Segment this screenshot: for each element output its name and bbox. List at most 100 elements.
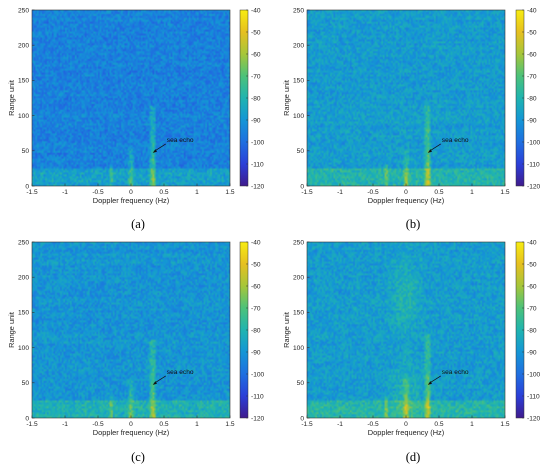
colorbar-tick-label: -120 bbox=[251, 415, 265, 422]
colorbar-tick-label: -80 bbox=[527, 95, 537, 102]
annotation-arrow-line bbox=[154, 375, 166, 384]
colorbar-tick-label: -80 bbox=[527, 327, 537, 334]
colorbar-tick-label: -40 bbox=[251, 7, 261, 14]
x-tick-label: 0.5 bbox=[159, 189, 168, 196]
annotation-arrow-line bbox=[429, 143, 441, 152]
colorbar-tick-label: -70 bbox=[527, 73, 537, 80]
y-axis-label: Range unit bbox=[282, 80, 291, 116]
annotation-arrow-line bbox=[154, 143, 166, 152]
x-tick-label: 0 bbox=[404, 189, 408, 196]
x-tick-label: -0.5 bbox=[92, 189, 104, 196]
annotation-text: sea echo bbox=[442, 137, 469, 144]
colorbar-tick-label: -90 bbox=[527, 349, 537, 356]
y-tick-label: 250 bbox=[293, 7, 304, 14]
y-tick-label: 200 bbox=[18, 43, 29, 50]
colorbar-tick-label: -50 bbox=[251, 261, 261, 268]
x-tick-label: 0 bbox=[404, 421, 408, 428]
x-tick-label: 1.5 bbox=[225, 421, 234, 428]
panel-label: (d) bbox=[406, 450, 421, 464]
colorbar-tick-label: -60 bbox=[251, 283, 261, 290]
x-tick-label: -0.5 bbox=[367, 421, 379, 428]
y-axis-label: Range unit bbox=[7, 312, 16, 348]
panel-label: (a) bbox=[131, 217, 145, 231]
x-tick-label: 1.5 bbox=[500, 189, 509, 196]
colorbar-tick-label: -100 bbox=[251, 139, 265, 146]
colorbar-tick-label: -90 bbox=[527, 117, 537, 124]
colorbar-tick-label: -110 bbox=[527, 161, 540, 168]
colorbar-tick-label: -80 bbox=[251, 327, 261, 334]
colorbar-tick-label: -110 bbox=[251, 393, 264, 400]
x-tick-label: 0 bbox=[129, 189, 133, 196]
x-tick-label: -1 bbox=[62, 189, 68, 196]
colorbar-tick-label: -100 bbox=[251, 371, 265, 378]
x-tick-label: 0.5 bbox=[159, 421, 168, 428]
y-tick-label: 200 bbox=[293, 275, 304, 282]
colorbar-tick-label: -60 bbox=[527, 283, 537, 290]
panel-d: -1.5 -1 -0.5 0 0.5 1 1.5 0 50 100 150 200 250 Doppler… bbox=[282, 239, 541, 464]
colorbar-tick-label: -40 bbox=[251, 239, 261, 246]
panel-c: -1.5 -1 -0.5 0 0.5 1 1.5 0 50 100 150 200 250 Doppler… bbox=[7, 239, 265, 464]
colorbar-tick-label: -80 bbox=[251, 95, 261, 102]
x-tick-label: 0.5 bbox=[434, 189, 443, 196]
y-tick-label: 0 bbox=[300, 415, 304, 422]
panel-label: (c) bbox=[131, 450, 145, 464]
colorbar-tick-label: -50 bbox=[527, 261, 537, 268]
x-axis-label: Doppler frequency (Hz) bbox=[368, 196, 444, 205]
colorbar-tick-label: -40 bbox=[527, 7, 537, 14]
x-tick-label: 1 bbox=[470, 189, 474, 196]
y-tick-label: 50 bbox=[297, 380, 305, 387]
y-tick-label: 50 bbox=[22, 380, 30, 387]
colorbar-tick-label: -70 bbox=[251, 305, 261, 312]
x-tick-label: -1 bbox=[337, 421, 343, 428]
annotation-arrow-head bbox=[427, 149, 432, 153]
y-axis-label: Range unit bbox=[282, 312, 291, 348]
y-tick-label: 150 bbox=[293, 78, 304, 85]
y-axis-label: Range unit bbox=[7, 80, 16, 116]
colorbar-tick-label: -120 bbox=[527, 183, 541, 190]
heatmap-image bbox=[32, 10, 230, 186]
colorbar-tick-label: -60 bbox=[527, 51, 537, 58]
y-tick-label: 100 bbox=[293, 113, 304, 120]
colorbar-tick-label: -70 bbox=[527, 305, 537, 312]
annotation-arrow-head bbox=[427, 381, 432, 385]
colorbar-tick-label: -50 bbox=[251, 29, 261, 36]
annotation-arrow-head bbox=[152, 381, 157, 385]
colorbar-tick-label: -60 bbox=[251, 51, 261, 58]
y-tick-label: 200 bbox=[293, 43, 304, 50]
y-tick-label: 250 bbox=[18, 7, 29, 14]
y-tick-label: 150 bbox=[18, 78, 29, 85]
panel-label: (b) bbox=[406, 217, 421, 231]
colorbar-tick-label: -50 bbox=[527, 29, 537, 36]
x-tick-label: -1.5 bbox=[26, 189, 38, 196]
x-tick-label: 1 bbox=[195, 189, 199, 196]
colorbar-tick-label: -40 bbox=[527, 239, 537, 246]
x-tick-label: -1.5 bbox=[26, 421, 38, 428]
y-tick-label: 150 bbox=[293, 310, 304, 317]
y-tick-label: 50 bbox=[297, 148, 305, 155]
x-tick-label: 1 bbox=[195, 421, 199, 428]
x-tick-label: -1.5 bbox=[301, 189, 313, 196]
x-tick-label: -1.5 bbox=[301, 421, 313, 428]
x-tick-label: 1.5 bbox=[500, 421, 509, 428]
colorbar-tick-label: -110 bbox=[251, 161, 264, 168]
annotation-text: sea echo bbox=[167, 137, 194, 144]
colorbar-tick-label: -120 bbox=[251, 183, 265, 190]
y-tick-label: 0 bbox=[25, 415, 29, 422]
panel-b: -1.5 -1 -0.5 0 0.5 1 1.5 0 50 100 150 200 250 Doppler… bbox=[282, 7, 541, 231]
colorbar-tick-label: -90 bbox=[251, 349, 261, 356]
colorbar-tick-label: -90 bbox=[251, 117, 261, 124]
annotation-text: sea echo bbox=[442, 369, 469, 376]
y-tick-label: 100 bbox=[18, 113, 29, 120]
colorbar-tick-label: -110 bbox=[527, 393, 540, 400]
y-tick-label: 100 bbox=[293, 345, 304, 352]
heatmap-image bbox=[32, 242, 230, 418]
x-tick-label: -0.5 bbox=[367, 189, 379, 196]
y-tick-label: 100 bbox=[18, 345, 29, 352]
x-tick-label: -1 bbox=[337, 189, 343, 196]
y-tick-label: 250 bbox=[293, 239, 304, 246]
y-tick-label: 0 bbox=[25, 183, 29, 190]
y-tick-label: 0 bbox=[300, 183, 304, 190]
y-tick-label: 200 bbox=[18, 275, 29, 282]
x-tick-label: -0.5 bbox=[92, 421, 104, 428]
